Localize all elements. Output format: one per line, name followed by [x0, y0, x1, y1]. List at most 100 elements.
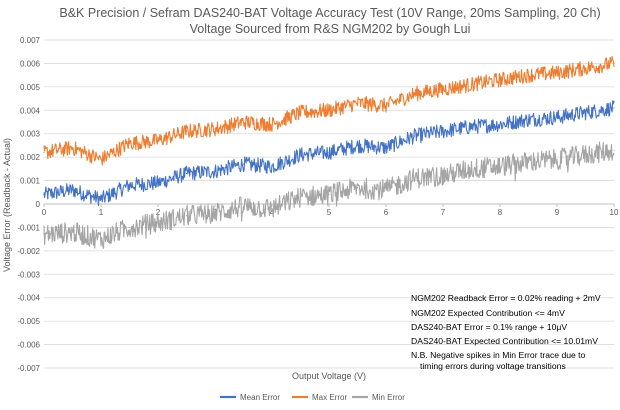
data-point [242, 163, 245, 165]
y-axis-label: Voltage Error (Readback - Actual) [2, 138, 12, 272]
data-point [356, 187, 359, 189]
data-point [470, 83, 473, 86]
annotation-line: timing errors during voltage transitions [420, 361, 566, 371]
y-tick-label: 0.005 [20, 83, 41, 92]
legend-label: Min Error [372, 393, 405, 402]
x-tick-label: 4 [270, 208, 275, 217]
x-tick-label: 5 [327, 208, 332, 217]
data-point [185, 172, 188, 175]
data-point [299, 196, 302, 198]
chart-title: B&K Precision / Sefram DAS240-BAT Voltag… [59, 6, 600, 20]
data-point [527, 161, 530, 163]
data-point [584, 67, 587, 69]
x-tick-label: 10 [610, 208, 619, 217]
y-tick-label: 0.002 [20, 153, 41, 162]
legend-item: Max Error [292, 393, 347, 402]
data-point [128, 142, 131, 144]
y-tick-label: -0.001 [17, 223, 40, 232]
legend-item: Mean Error [220, 393, 280, 402]
data-point [299, 112, 302, 114]
y-tick-label: 0.004 [20, 106, 41, 115]
legend: Mean Error Max Error Min Error [220, 393, 405, 402]
data-point [271, 208, 273, 210]
legend-label: Mean Error [240, 393, 280, 402]
data-point [385, 189, 387, 191]
annotation-box: NGM202 Readback Error = 0.02% reading + … [411, 293, 601, 371]
data-point [385, 147, 387, 149]
x-tick-label: 9 [555, 208, 560, 217]
data-point [157, 140, 159, 142]
data-point [613, 149, 615, 151]
data-point [613, 62, 615, 65]
data-point [556, 72, 558, 74]
annotation-line: NGM202 Readback Error = 0.02% reading + … [411, 293, 601, 303]
x-tick-label: 8 [498, 208, 503, 217]
data-point [556, 158, 558, 161]
data-point [43, 151, 45, 154]
data-point [356, 144, 359, 147]
data-point [499, 165, 501, 168]
data-point [71, 189, 74, 191]
data-point [470, 126, 473, 128]
annotation-line: DAS240-BAT Error = 0.1% range + 10μV [411, 322, 567, 332]
x-tick-label: 1 [99, 208, 104, 217]
data-point [100, 238, 102, 240]
annotation-line: N.B. Negative spikes in Min Error trace … [411, 350, 586, 360]
data-point [71, 147, 74, 149]
data-point [128, 184, 131, 186]
data-point [584, 112, 587, 114]
y-tick-label: 0.003 [20, 130, 41, 139]
legend-label: Max Error [312, 393, 347, 402]
legend-item: Min Error [352, 393, 405, 402]
data-point [157, 222, 159, 224]
data-point [214, 170, 216, 172]
data-point [328, 109, 330, 111]
data-point [185, 130, 188, 132]
data-point [328, 151, 330, 154]
data-point [385, 105, 387, 107]
y-tick-label: -0.004 [17, 294, 40, 303]
data-point [100, 158, 102, 161]
series-mean-error [43, 100, 615, 207]
series-max-error [43, 56, 615, 166]
data-point [584, 154, 587, 156]
data-point [470, 168, 473, 170]
y-tick-label: -0.005 [17, 317, 40, 326]
chart-subtitle: Voltage Sourced from R&S NGM202 by Gough… [190, 22, 471, 36]
data-point [100, 198, 102, 200]
data-point [185, 215, 188, 217]
series-layer [43, 56, 615, 249]
y-tick-label: -0.006 [17, 341, 40, 350]
x-tick-label: 7 [441, 208, 446, 217]
data-point [299, 154, 302, 156]
data-point [242, 205, 245, 207]
annotation-line: DAS240-BAT Expected Contribution <= 10.0… [411, 336, 598, 346]
y-tick-label: -0.002 [17, 247, 40, 256]
x-tick-label: 6 [384, 208, 389, 217]
data-point [442, 130, 444, 132]
series-min-error [43, 141, 615, 249]
y-tick-label: -0.007 [17, 364, 40, 373]
data-point [413, 177, 416, 179]
y-tick-label: 0.001 [20, 177, 41, 186]
data-point [613, 107, 615, 109]
data-point [499, 123, 501, 125]
series-trace [43, 100, 615, 207]
x-tick-label: 2 [156, 208, 161, 217]
data-point [71, 231, 74, 233]
data-point [356, 102, 359, 104]
data-point [527, 74, 530, 76]
y-tick-label: -0.003 [17, 270, 40, 279]
data-point [214, 128, 216, 130]
y-tick-label: 0.006 [20, 59, 41, 68]
data-point [157, 182, 159, 184]
data-point [413, 135, 416, 137]
x-tick-label: 0 [42, 208, 47, 217]
series-trace [43, 56, 615, 166]
y-tick-label: 0.007 [20, 36, 41, 45]
data-point [271, 123, 273, 125]
data-point [128, 226, 131, 229]
annotation-line: NGM202 Expected Contribution <= 4mV [411, 308, 565, 318]
